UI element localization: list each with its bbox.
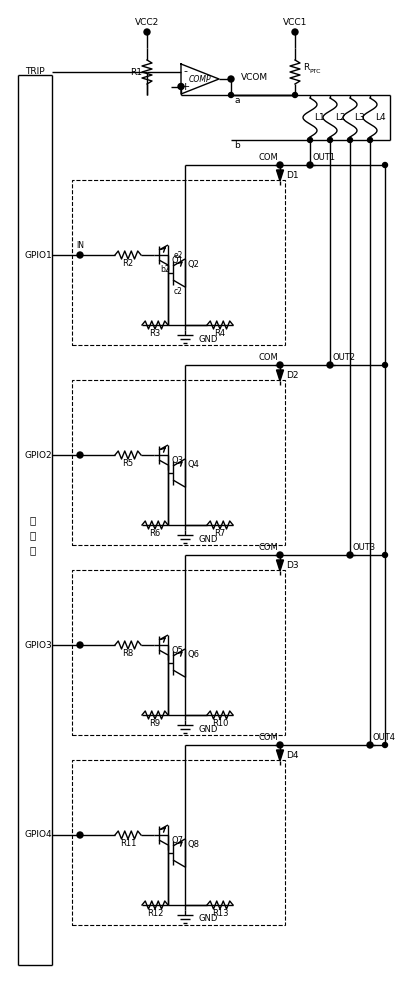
Text: R4: R4 bbox=[214, 330, 225, 338]
Circle shape bbox=[346, 552, 352, 558]
Text: Q4: Q4 bbox=[188, 460, 199, 470]
Text: R11: R11 bbox=[119, 839, 136, 848]
Circle shape bbox=[77, 642, 83, 648]
Text: R7: R7 bbox=[214, 530, 225, 538]
Text: R2: R2 bbox=[122, 259, 133, 268]
Polygon shape bbox=[276, 370, 283, 381]
Circle shape bbox=[347, 138, 352, 143]
Text: PTC: PTC bbox=[308, 69, 320, 74]
Text: GPIO1: GPIO1 bbox=[24, 250, 52, 259]
Text: R13: R13 bbox=[211, 909, 228, 918]
Text: R5: R5 bbox=[122, 460, 133, 468]
Text: COM: COM bbox=[258, 353, 277, 361]
Text: VCC2: VCC2 bbox=[134, 18, 159, 27]
Text: GND: GND bbox=[198, 914, 218, 923]
Text: R1: R1 bbox=[130, 68, 142, 77]
Text: 片: 片 bbox=[30, 545, 36, 555]
Text: GPIO4: GPIO4 bbox=[24, 830, 52, 839]
Text: R10: R10 bbox=[211, 719, 228, 728]
Circle shape bbox=[276, 552, 282, 558]
Circle shape bbox=[382, 742, 386, 747]
Text: OUT1: OUT1 bbox=[312, 153, 335, 162]
Text: L2: L2 bbox=[334, 113, 345, 122]
Circle shape bbox=[382, 362, 386, 367]
Text: Q8: Q8 bbox=[188, 840, 200, 849]
Text: IN: IN bbox=[76, 241, 84, 250]
Polygon shape bbox=[276, 750, 283, 761]
Circle shape bbox=[291, 29, 297, 35]
Text: GND: GND bbox=[198, 534, 218, 544]
Circle shape bbox=[276, 362, 282, 368]
Polygon shape bbox=[276, 560, 283, 571]
Text: R: R bbox=[302, 63, 309, 72]
Text: GPIO2: GPIO2 bbox=[24, 450, 52, 460]
Circle shape bbox=[228, 76, 233, 82]
Circle shape bbox=[276, 162, 282, 168]
Circle shape bbox=[306, 162, 312, 168]
Circle shape bbox=[327, 138, 332, 143]
Circle shape bbox=[382, 163, 386, 168]
Text: COM: COM bbox=[258, 153, 277, 162]
Text: R12: R12 bbox=[147, 909, 163, 918]
Text: OUT2: OUT2 bbox=[332, 353, 355, 361]
Circle shape bbox=[382, 552, 386, 558]
Text: VCOM: VCOM bbox=[241, 73, 267, 82]
Text: b: b bbox=[234, 141, 239, 150]
Text: TRIP: TRIP bbox=[25, 67, 45, 76]
Text: R9: R9 bbox=[149, 719, 160, 728]
Text: R8: R8 bbox=[122, 650, 133, 658]
Text: R3: R3 bbox=[149, 330, 160, 338]
Circle shape bbox=[307, 138, 312, 143]
Text: OUT4: OUT4 bbox=[372, 732, 395, 741]
Text: 芯: 芯 bbox=[30, 530, 36, 540]
Circle shape bbox=[292, 93, 297, 98]
Circle shape bbox=[367, 138, 371, 143]
Text: Q2: Q2 bbox=[188, 260, 199, 269]
Text: D2: D2 bbox=[285, 371, 298, 380]
Text: OUT3: OUT3 bbox=[352, 542, 375, 552]
Circle shape bbox=[177, 84, 183, 90]
Text: GND: GND bbox=[198, 334, 218, 344]
Text: COM: COM bbox=[258, 732, 277, 741]
Text: COM: COM bbox=[258, 542, 277, 552]
Circle shape bbox=[144, 29, 149, 35]
Circle shape bbox=[77, 252, 83, 258]
Text: Q5: Q5 bbox=[172, 646, 183, 656]
Text: L1: L1 bbox=[314, 113, 324, 122]
Circle shape bbox=[77, 832, 83, 838]
Text: D1: D1 bbox=[285, 171, 298, 180]
Text: GND: GND bbox=[198, 724, 218, 733]
Text: 主: 主 bbox=[30, 515, 36, 525]
Text: c2: c2 bbox=[174, 286, 182, 296]
Text: COMP: COMP bbox=[188, 75, 211, 84]
Text: b2: b2 bbox=[160, 264, 170, 273]
Text: L4: L4 bbox=[374, 113, 384, 122]
Text: Q7: Q7 bbox=[172, 836, 183, 845]
Text: a: a bbox=[234, 96, 239, 105]
Text: -: - bbox=[183, 67, 187, 77]
Text: D3: D3 bbox=[285, 561, 298, 570]
Circle shape bbox=[276, 742, 282, 748]
Circle shape bbox=[366, 742, 372, 748]
Text: VCC1: VCC1 bbox=[282, 18, 307, 27]
Text: Q3: Q3 bbox=[172, 456, 183, 466]
Text: Q1: Q1 bbox=[172, 256, 183, 265]
Text: L3: L3 bbox=[354, 113, 364, 122]
Text: Q6: Q6 bbox=[188, 650, 200, 660]
Circle shape bbox=[228, 93, 233, 98]
Text: GPIO3: GPIO3 bbox=[24, 640, 52, 650]
Text: D4: D4 bbox=[285, 751, 298, 760]
Circle shape bbox=[77, 452, 83, 458]
Circle shape bbox=[326, 362, 332, 368]
Text: +: + bbox=[180, 82, 189, 92]
Text: R6: R6 bbox=[149, 530, 160, 538]
Polygon shape bbox=[276, 170, 283, 181]
Text: e2: e2 bbox=[174, 250, 183, 259]
